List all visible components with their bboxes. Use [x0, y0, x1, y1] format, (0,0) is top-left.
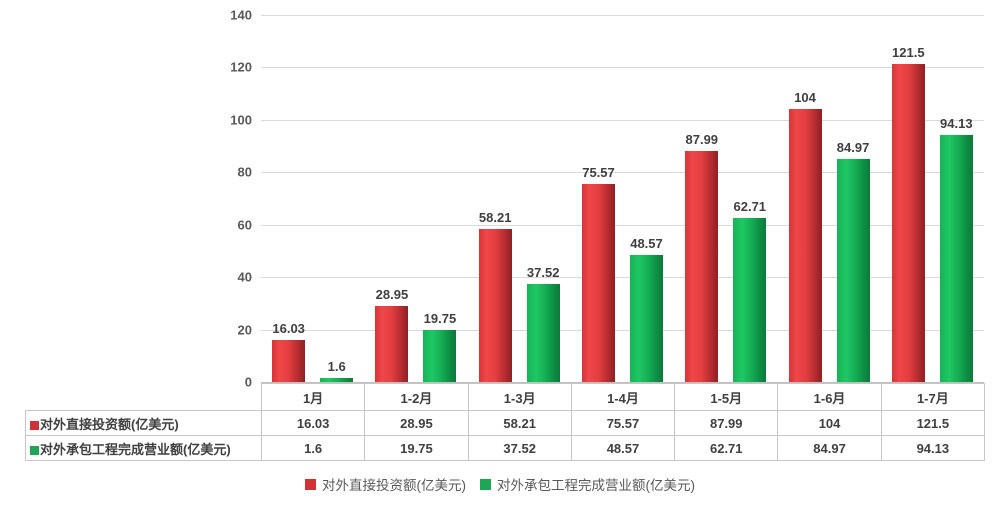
category-cell: 1-5月: [674, 383, 779, 411]
red-bar: 104: [788, 91, 822, 382]
bar-value-label: 19.75: [423, 311, 457, 327]
bar-value-label: 1.6: [327, 358, 346, 374]
bar-value-label: 62.71: [733, 198, 767, 214]
red-legend-swatch-icon: [305, 478, 316, 490]
gridline: [261, 67, 984, 69]
table-value-cell: 87.99: [674, 410, 779, 436]
bar-group: 28.95 19.75: [364, 15, 467, 382]
bar-value-label: 121.5: [892, 44, 925, 60]
bar-value-label: 48.57: [630, 235, 663, 251]
plot-area: 0 20 40 60 80 100 120 140 16.03 1.6 28.95 19.75 58.2…: [230, 9, 984, 389]
bar-group: 104 84.97: [777, 15, 880, 382]
category-cell: 1-3月: [467, 383, 572, 411]
legend-item: 对外直接投资额(亿美元): [305, 474, 466, 494]
legend-label: 对外承包工程完成营业额(亿美元): [497, 478, 695, 493]
table-series-row: 对外直接投资额(亿美元) 16.03 28.95 58.21 75.57 87.99 104…: [25, 410, 986, 436]
table-value-cell: 16.03: [260, 410, 366, 436]
y-axis-tick-label: 80: [237, 164, 252, 180]
bar-value-label: 87.99: [685, 132, 719, 148]
bar-group: 87.99 62.71: [674, 15, 777, 382]
bar-value-label: 58.21: [478, 210, 512, 226]
bar-value-label: 16.03: [272, 321, 305, 336]
category-row: 1月 1-2月 1-3月 1-4月 1-5月 1-6月 1-7月: [26, 383, 986, 411]
red-series-swatch-icon: [30, 420, 39, 430]
bar-group: 121.5 94.13: [881, 15, 984, 382]
legend-label: 对外直接投资额(亿美元): [322, 478, 466, 493]
data-table: 1月 1-2月 1-3月 1-4月 1-5月 1-6月 1-7月 对外直接投资额(亿美元) 16…: [25, 383, 986, 461]
bar-value-label: 104: [794, 90, 816, 106]
bar-value-label: 37.52: [526, 264, 560, 280]
table-value-cell: 121.5: [880, 410, 986, 436]
table-value-cell: 28.95: [364, 410, 469, 436]
table-value-cell: 58.21: [467, 410, 572, 436]
green-bar: 94.13: [939, 117, 973, 382]
table-value-cell: 48.57: [570, 435, 676, 461]
table-value-cell: 94.13: [880, 435, 986, 461]
category-cell: 1-6月: [777, 383, 882, 411]
gridline: [261, 382, 984, 383]
table-value-cell: 1.6: [260, 435, 366, 461]
green-bar: 1.6: [320, 360, 354, 382]
gridline: [261, 119, 984, 121]
bar-value-label: 84.97: [836, 140, 870, 156]
table-value-cell: 75.57: [570, 410, 676, 436]
green-legend-swatch-icon: [480, 478, 491, 490]
red-bar: 121.5: [891, 46, 925, 382]
legend-item: 对外承包工程完成营业额(亿美元): [480, 474, 695, 494]
red-bar: 16.03: [272, 322, 306, 382]
y-axis-tick-label: 60: [237, 217, 252, 233]
table-row-header: 对外承包工程完成营业额(亿美元): [25, 435, 262, 461]
table-value-cell: 104: [777, 410, 882, 436]
gridline: [261, 15, 984, 16]
bar-value-label: 75.57: [582, 164, 615, 180]
table-value-cell: 62.71: [674, 435, 779, 461]
legend: 对外直接投资额(亿美元) 对外承包工程完成营业额(亿美元): [0, 474, 1000, 494]
green-bar: 48.57: [629, 237, 663, 382]
bar-group: 16.03 1.6: [261, 15, 364, 382]
table-corner-cell: [26, 384, 262, 411]
red-bar: 87.99: [685, 133, 719, 382]
green-bar: 62.71: [733, 200, 767, 382]
red-bar: 75.57: [581, 166, 615, 382]
category-cell: 1-2月: [364, 383, 469, 411]
table-value-cell: 37.52: [467, 435, 572, 461]
gridline: [261, 329, 984, 331]
green-bar: 37.52: [526, 266, 560, 382]
y-axis-tick-label: 100: [230, 112, 252, 128]
red-bar: 58.21: [478, 211, 512, 382]
y-axis-tick-label: 120: [230, 59, 252, 75]
y-axis-tick-label: 140: [230, 7, 252, 23]
green-series-swatch-icon: [30, 445, 39, 455]
category-cell: 1-4月: [570, 383, 676, 411]
bar-groups: 16.03 1.6 28.95 19.75 58.21 37.52 75.57 48.57 87…: [261, 15, 984, 382]
gridline: [261, 224, 984, 226]
bar-group: 75.57 48.57: [571, 15, 674, 382]
gridline: [261, 172, 984, 174]
gridline: [261, 277, 984, 279]
y-axis-tick-label: 0: [244, 374, 252, 390]
category-cell: 1-7月: [880, 383, 986, 411]
table-row-header: 对外直接投资额(亿美元): [25, 410, 262, 436]
category-cell: 1月: [260, 383, 366, 411]
table-value-cell: 84.97: [777, 435, 882, 461]
red-bar: 28.95: [375, 288, 409, 382]
green-bar: 84.97: [836, 141, 870, 382]
table-value-cell: 19.75: [364, 435, 469, 461]
bar-value-label: 94.13: [940, 116, 973, 132]
bar-group: 58.21 37.52: [468, 15, 571, 382]
bar-value-label: 28.95: [375, 287, 409, 303]
y-axis-tick-label: 20: [237, 322, 252, 338]
table-series-row: 对外承包工程完成营业额(亿美元) 1.6 19.75 37.52 48.57 62.71 8…: [25, 435, 986, 461]
y-axis-tick-label: 40: [237, 269, 252, 285]
green-bar: 19.75: [423, 312, 457, 382]
